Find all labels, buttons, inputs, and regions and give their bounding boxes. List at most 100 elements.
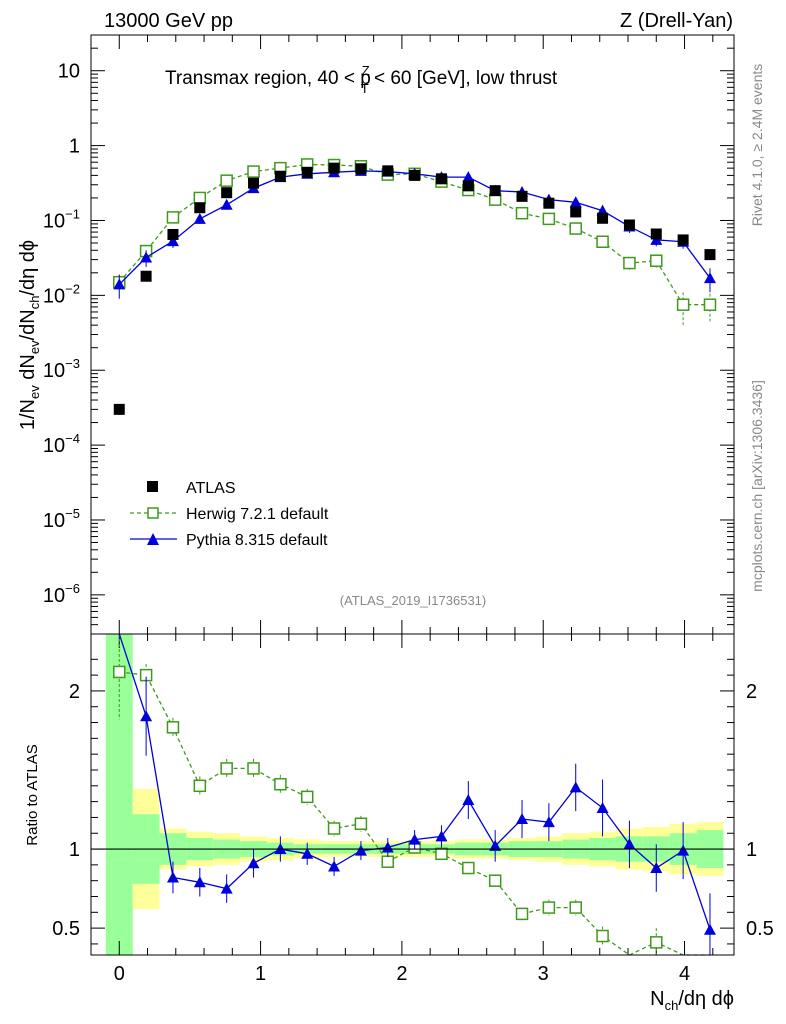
mcplots-label: mcplots.cern.ch [arXiv:1306.3436] xyxy=(749,380,765,592)
herwig-ratio-point xyxy=(596,929,609,943)
herwig-ratio-point xyxy=(462,861,475,875)
pythia-ratio-point xyxy=(301,847,314,859)
y-axis-label-main: 1/Nev dNev/dNch/dη dϕ xyxy=(17,240,42,430)
herwig-ratio-point xyxy=(300,790,314,804)
herwig-ratio-line xyxy=(119,671,710,956)
pythia-ratio-point xyxy=(677,844,690,856)
herwig-point xyxy=(166,211,180,224)
herwig-ratio-point xyxy=(435,847,448,861)
main-plot-series xyxy=(113,158,717,415)
atlas-point xyxy=(113,403,125,415)
pythia-ratio-point xyxy=(569,781,582,793)
atlas-point xyxy=(221,187,233,199)
atlas-point xyxy=(597,212,609,224)
atlas-point xyxy=(355,163,367,175)
y-axis-label-ratio: Ratio to ATLAS xyxy=(24,744,41,845)
herwig-ratio-point xyxy=(327,822,341,835)
atlas-point xyxy=(543,197,555,209)
ratio-plot-series xyxy=(113,633,716,956)
atlas-point xyxy=(623,219,635,231)
herwig-point xyxy=(703,298,717,311)
pythia-ratio-point xyxy=(542,816,555,828)
herwig-ratio-point xyxy=(247,762,260,775)
herwig-point xyxy=(650,254,663,267)
atlas-point xyxy=(248,177,260,189)
herwig-ratio-point xyxy=(354,817,368,831)
pythia-line xyxy=(118,170,711,285)
herwig-point xyxy=(542,212,556,226)
legend-marker-herwig xyxy=(147,507,159,519)
atlas-point xyxy=(650,228,662,240)
herwig-ratio-point xyxy=(515,907,529,921)
atlas-point xyxy=(328,162,340,174)
y-tick-label-ratio: 2 xyxy=(69,681,80,703)
pythia-ratio-point xyxy=(140,710,153,722)
legend-marker-pythia xyxy=(147,533,159,545)
atlas-point xyxy=(516,190,528,202)
y-tick-label-main: 10−6 xyxy=(43,581,80,607)
atlas-point xyxy=(194,202,206,214)
pythia-point xyxy=(220,198,233,210)
herwig-ratio-point xyxy=(193,779,207,793)
herwig-ratio-point xyxy=(220,762,233,775)
herwig-point xyxy=(623,256,636,270)
y-tick-label-ratio: 1 xyxy=(69,839,80,861)
header-right: Z (Drell-Yan) xyxy=(620,10,733,32)
y-tick-label-main: 10 xyxy=(58,61,80,83)
y-tick-label-ratio-right: 2 xyxy=(746,681,757,703)
rivet-version-label: Rivet 4.1.0, ≥ 2.4M events xyxy=(749,64,765,227)
pythia-ratio-line xyxy=(118,633,711,930)
atlas-point xyxy=(167,228,179,240)
atlas-point xyxy=(570,206,582,218)
herwig-ratio-point xyxy=(569,901,582,914)
y-tick-label-ratio: 0.5 xyxy=(52,918,80,940)
pythia-ratio-point xyxy=(193,876,206,888)
y-tick-label-main: 10−3 xyxy=(43,356,80,382)
axis-ticks xyxy=(90,34,734,955)
pythia-ratio-point xyxy=(462,794,475,806)
atlas-point xyxy=(274,170,286,182)
pythia-point xyxy=(140,251,153,263)
pythia-ratio-point xyxy=(247,857,260,869)
pythia-ratio-point xyxy=(354,844,367,856)
herwig-point xyxy=(220,174,233,187)
herwig-line xyxy=(118,163,710,306)
pythia-point xyxy=(462,171,475,183)
herwig-ratio-point xyxy=(488,874,502,887)
pythia-point xyxy=(166,235,179,247)
herwig-point xyxy=(569,222,582,235)
legend: ATLAS Herwig 7.2.1 default Pythia 8.315 … xyxy=(130,480,329,549)
herwig-ratio-point xyxy=(542,901,556,914)
atlas-point xyxy=(489,185,501,197)
atlas-point xyxy=(704,249,716,261)
herwig-point xyxy=(676,298,690,311)
y-tick-label-main: 10−4 xyxy=(43,431,80,457)
pythia-point xyxy=(113,278,126,290)
atlas-point xyxy=(301,166,313,178)
x-tick-label: 3 xyxy=(538,963,549,985)
pythia-ratio-point xyxy=(408,833,421,845)
ratio-plot-frame xyxy=(90,633,735,956)
pythia-ratio-point xyxy=(489,839,502,851)
atlas-point xyxy=(435,173,447,185)
herwig-ratio-point xyxy=(381,855,395,868)
atlas-point xyxy=(677,234,689,246)
legend-marker-atlas xyxy=(147,481,158,492)
herwig-ratio-point xyxy=(650,936,663,949)
y-tick-label-main: 10−1 xyxy=(43,206,80,232)
ratio-uncertainty-band xyxy=(105,634,724,955)
legend-label-atlas: ATLAS xyxy=(186,480,236,497)
pythia-ratio-point xyxy=(596,801,609,813)
pythia-point xyxy=(569,196,582,208)
x-tick-label: 4 xyxy=(679,963,690,985)
pythia-ratio-point xyxy=(220,882,233,894)
herwig-ratio-point xyxy=(274,777,287,791)
pythia-point xyxy=(703,272,716,284)
pythia-ratio-point xyxy=(623,838,636,850)
analysis-id: (ATLAS_2019_I1736531) xyxy=(340,593,486,608)
tick-labels: 0 1 2 3 4 10−6 10−5 10−4 10−3 10−2 10−1 1 10 0.5 0.5 1 1… xyxy=(43,61,774,985)
band-inner-0 xyxy=(105,634,133,955)
pythia-ratio-point xyxy=(381,841,394,853)
atlas-point xyxy=(140,270,152,282)
